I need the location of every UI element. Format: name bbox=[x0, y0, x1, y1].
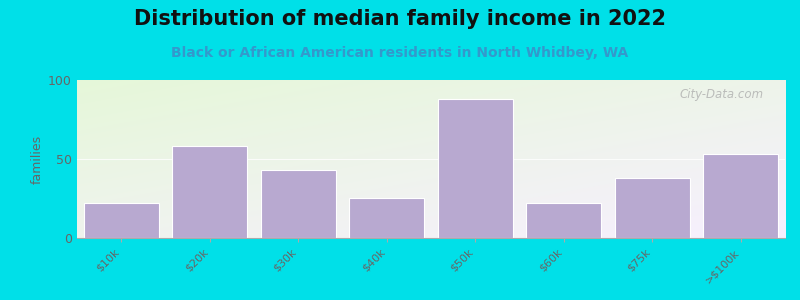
Text: City-Data.com: City-Data.com bbox=[680, 88, 764, 101]
Y-axis label: families: families bbox=[31, 134, 44, 184]
Bar bbox=[614, 178, 690, 238]
Text: Distribution of median family income in 2022: Distribution of median family income in … bbox=[134, 9, 666, 29]
Bar bbox=[172, 146, 247, 238]
Bar bbox=[261, 170, 336, 238]
Bar bbox=[526, 203, 602, 238]
Bar bbox=[83, 203, 158, 238]
Bar bbox=[438, 99, 513, 238]
Bar bbox=[703, 154, 778, 238]
Text: Black or African American residents in North Whidbey, WA: Black or African American residents in N… bbox=[171, 46, 629, 61]
Bar bbox=[349, 199, 424, 238]
